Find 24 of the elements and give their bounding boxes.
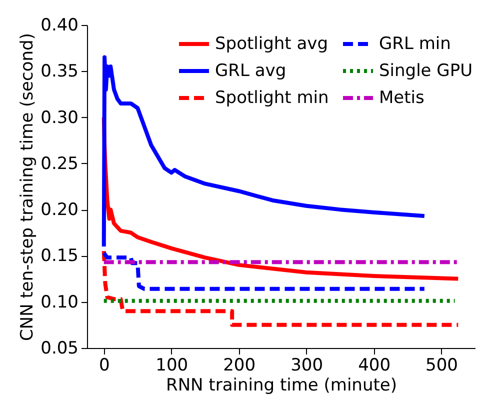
y-axis-title: CNN ten-step training time (second) bbox=[18, 33, 38, 341]
y-tick-label: 0.30 bbox=[40, 108, 78, 128]
x-axis-title: RNN training time (minute) bbox=[166, 376, 397, 396]
x-tick-label: 100 bbox=[156, 356, 188, 376]
y-tick-label: 0.10 bbox=[40, 292, 78, 312]
legend-label: Metis bbox=[379, 88, 425, 108]
y-tick-label: 0.15 bbox=[40, 246, 78, 266]
x-tick-label: 400 bbox=[358, 356, 391, 376]
line-series bbox=[102, 249, 460, 327]
y-tick-label: 0.35 bbox=[40, 62, 78, 82]
y-tick-label: 0.25 bbox=[40, 154, 78, 174]
y-tick-label: 0.20 bbox=[40, 200, 78, 220]
x-tick-label: 200 bbox=[223, 356, 256, 376]
y-tick-label: 0.05 bbox=[40, 338, 78, 358]
legend-label: GRL avg bbox=[215, 61, 286, 81]
x-tick-label: 500 bbox=[426, 356, 458, 376]
legend-label: Spotlight avg bbox=[215, 34, 328, 54]
legend-label: Spotlight min bbox=[215, 88, 329, 108]
line-series bbox=[102, 250, 426, 291]
x-tick-label: 0 bbox=[98, 356, 110, 376]
legend-label: Single GPU bbox=[379, 61, 473, 81]
legend-label: GRL min bbox=[379, 34, 451, 54]
y-tick-label: 0.40 bbox=[40, 16, 78, 36]
x-tick-label: 300 bbox=[290, 356, 324, 376]
